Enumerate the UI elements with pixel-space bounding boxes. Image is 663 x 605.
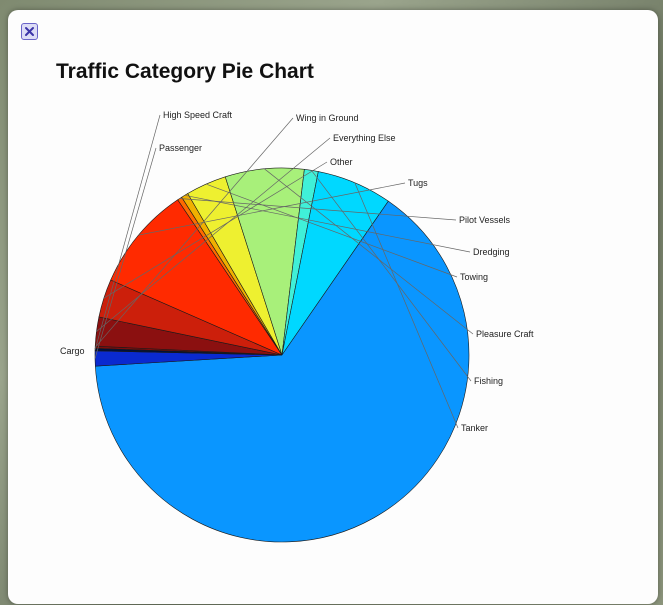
leader-line [96, 137, 331, 332]
leader-line [94, 117, 294, 348]
leader-line [138, 182, 406, 236]
leader-line [264, 168, 474, 335]
slice-label: Wing in Ground [296, 113, 359, 123]
leader-line [103, 161, 328, 299]
leader-line [179, 198, 457, 221]
slice-label: Dredging [473, 247, 510, 257]
close-button[interactable] [21, 23, 38, 40]
slice-label: Passenger [159, 143, 202, 153]
close-icon [25, 27, 34, 36]
leader-line [354, 182, 459, 429]
slice-label: Fishing [474, 376, 503, 386]
chart-title: Traffic Category Pie Chart [56, 60, 314, 83]
slice-label: Towing [460, 272, 488, 282]
slice-label: Cargo [60, 346, 85, 356]
slice-label: Everything Else [333, 133, 396, 143]
slice-label: Pleasure Craft [476, 329, 534, 339]
leader-line [94, 114, 161, 350]
leader-line [184, 194, 471, 253]
slice-label: Pilot Vessels [459, 215, 511, 225]
leader-line [94, 147, 157, 359]
slice-label: High Speed Craft [163, 110, 233, 120]
leader-line [205, 183, 458, 278]
pie-slice-cargo[interactable] [95, 200, 470, 543]
leader-line [311, 170, 472, 382]
pie-slice-tugs[interactable] [110, 199, 283, 356]
slice-label: Tugs [408, 178, 428, 188]
slice-label: Tanker [461, 423, 488, 433]
slice-label: Other [330, 157, 353, 167]
